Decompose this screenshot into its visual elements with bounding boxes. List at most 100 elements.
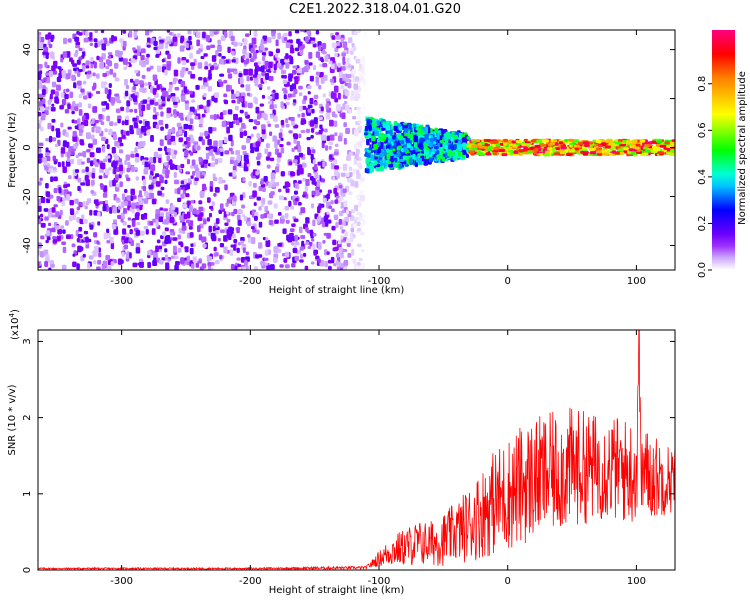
heatmap-cell (181, 230, 186, 234)
heatmap-cell (252, 126, 257, 130)
heatmap-cell (158, 216, 164, 223)
heatmap-cell (305, 217, 310, 224)
heatmap-cell (393, 125, 398, 132)
heatmap-cell (242, 54, 246, 59)
heatmap-cell (436, 154, 442, 160)
heatmap-cell (113, 167, 117, 175)
heatmap-cell (277, 153, 282, 158)
heatmap-cell (337, 240, 342, 245)
heatmap-cell (43, 208, 49, 212)
heatmap-cell (371, 135, 376, 142)
heatmap-cell (350, 227, 355, 233)
heatmap-cell (387, 133, 391, 138)
heatmap-cell (189, 106, 195, 113)
heatmap-cell (297, 145, 302, 153)
heatmap-cell (146, 103, 151, 110)
heatmap-cell (201, 113, 206, 118)
heatmap-cell (342, 249, 348, 253)
heatmap-cell (346, 57, 350, 64)
heatmap-cell (85, 65, 90, 69)
heatmap-cell (313, 94, 319, 100)
heatmap-cell (119, 259, 124, 264)
heatmap-cell (230, 264, 235, 270)
heatmap-cell (356, 228, 362, 232)
heatmap-cell (45, 254, 50, 259)
heatmap-cell (189, 151, 194, 156)
heatmap-cell (130, 58, 136, 64)
heatmap-cell (174, 96, 180, 102)
heatmap-cell (61, 70, 67, 76)
heatmap-cell (288, 161, 293, 166)
heatmap-cell (214, 259, 220, 265)
heatmap-cell (286, 141, 291, 146)
heatmap-cell (160, 186, 165, 191)
x-tick-label: 100 (627, 276, 646, 287)
heatmap-cell (245, 251, 249, 256)
heatmap-cell (261, 112, 267, 119)
heatmap-cell (39, 142, 44, 147)
heatmap-cell (352, 69, 357, 75)
heatmap-cell (352, 116, 357, 120)
heatmap-cell (208, 148, 213, 156)
heatmap-cell (328, 145, 332, 150)
heatmap-cell (270, 178, 275, 184)
heatmap-cell (584, 144, 590, 148)
heatmap-cell (582, 152, 589, 156)
heatmap-cell (226, 218, 231, 223)
heatmap-cell (185, 193, 190, 198)
heatmap-cell (352, 168, 356, 175)
heatmap-cell (114, 174, 119, 181)
heatmap-cell (357, 120, 362, 124)
heatmap-cell (48, 267, 52, 270)
heatmap-cell (240, 240, 245, 245)
heatmap-cell (173, 69, 179, 77)
heatmap-cell (345, 77, 350, 83)
heatmap-cell (141, 141, 146, 146)
heatmap-cell (174, 264, 179, 270)
heatmap-cell (237, 242, 242, 246)
heatmap-cell (196, 145, 201, 151)
heatmap-cell (107, 158, 112, 163)
heatmap-cell (102, 72, 108, 77)
heatmap-cell (185, 42, 189, 49)
heatmap-cell (342, 56, 346, 63)
heatmap-cell (235, 227, 241, 231)
heatmap-cell (163, 162, 168, 166)
heatmap-cell (42, 51, 47, 56)
heatmap-cell (264, 60, 269, 67)
heatmap-cell (180, 38, 184, 44)
heatmap-cell (235, 105, 239, 111)
heatmap-cell (157, 98, 162, 105)
heatmap-cell (114, 77, 120, 82)
heatmap-cell (249, 76, 253, 81)
heatmap-cell (397, 123, 402, 128)
heatmap-cell (355, 148, 360, 155)
heatmap-cell (274, 219, 279, 224)
heatmap-cell (312, 219, 316, 227)
heatmap-cell (343, 259, 349, 266)
y-multiplier-base: (x10 (10, 317, 21, 340)
heatmap-cell (51, 207, 56, 213)
heatmap-cell (266, 214, 272, 218)
colorbar-fill (712, 30, 735, 270)
heatmap-cell (431, 131, 436, 135)
heatmap-cell (125, 85, 130, 90)
heatmap-cell (214, 92, 220, 98)
heatmap-cell (190, 65, 195, 70)
heatmap-cell (183, 213, 188, 220)
heatmap-cell (288, 75, 293, 82)
heatmap-cell (140, 61, 146, 68)
heatmap-cell (573, 144, 579, 148)
heatmap-cell (230, 68, 235, 73)
heatmap-cell (173, 211, 177, 217)
heatmap-cell (307, 91, 311, 95)
heatmap-cell (294, 47, 300, 52)
heatmap-cell (323, 215, 329, 223)
heatmap-cell (113, 122, 118, 127)
heatmap-cell (50, 263, 55, 268)
heatmap-cell (224, 31, 228, 38)
heatmap-cell (48, 70, 54, 78)
heatmap-cell (104, 128, 108, 133)
heatmap-cell (201, 139, 205, 146)
heatmap-cell (283, 257, 288, 263)
